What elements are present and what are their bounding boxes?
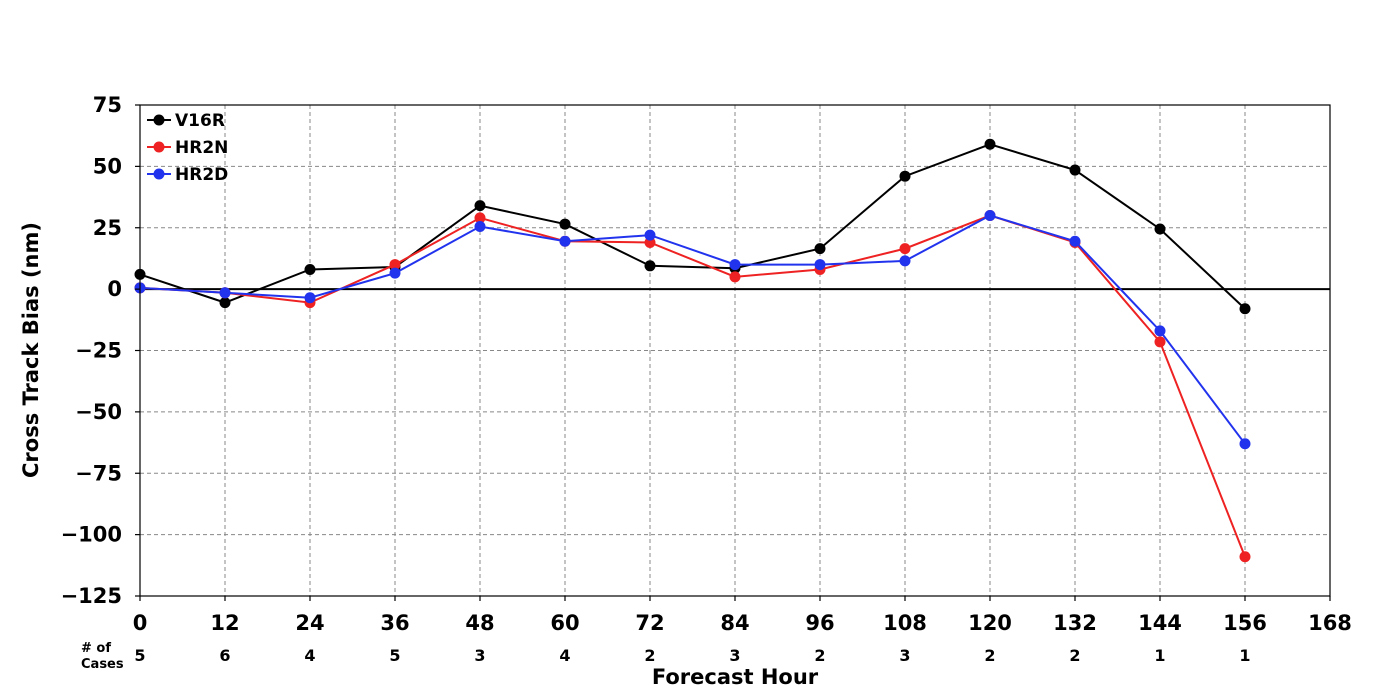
x-tick-label: 144 (1138, 611, 1182, 635)
y-tick-label: −75 (75, 461, 122, 485)
case-count: 4 (559, 646, 570, 665)
x-tick-label: 72 (635, 611, 664, 635)
data-point-hr2d (984, 209, 996, 221)
case-count: 3 (729, 646, 740, 665)
data-point-hr2n (729, 271, 741, 283)
data-point-hr2d (219, 287, 231, 299)
data-point-hr2d (644, 229, 656, 241)
x-tick-label: 36 (380, 611, 409, 635)
x-tick-label: 156 (1223, 611, 1267, 635)
legend-item-hr2n: HR2N (147, 138, 228, 158)
case-count: 2 (644, 646, 655, 665)
data-point-hr2d (814, 259, 826, 271)
x-tick-label: 96 (805, 611, 834, 635)
data-point-hr2d (1239, 438, 1251, 450)
y-tick-label: 0 (107, 277, 122, 301)
case-count: 1 (1239, 646, 1250, 665)
y-tick-label: 25 (93, 216, 122, 240)
data-point-hr2d (899, 255, 911, 267)
data-point-v16r (559, 218, 571, 230)
y-axis-ticks: 75 50 25 0 −25 −50 −75 −100 −125 (61, 93, 140, 608)
data-point-v16r (304, 263, 316, 275)
case-count: 5 (389, 646, 400, 665)
data-point-hr2d (1154, 325, 1166, 337)
data-point-v16r (219, 297, 231, 309)
legend-marker (153, 168, 165, 180)
legend: V16R HR2N HR2D (147, 111, 228, 185)
data-point-v16r (1154, 223, 1166, 235)
y-axis-label: Cross Track Bias (nm) (19, 222, 43, 478)
legend-item-v16r: V16R (147, 111, 225, 131)
data-point-hr2n (1239, 551, 1251, 563)
data-point-v16r (644, 260, 656, 272)
case-count: 5 (134, 646, 145, 665)
case-count: 4 (304, 646, 315, 665)
x-tick-label: 108 (883, 611, 927, 635)
cases-row: # of Cases 5 6 4 5 3 4 2 3 2 3 2 2 1 1 (81, 641, 1251, 672)
data-point-hr2n (389, 259, 401, 271)
data-point-v16r (899, 170, 911, 182)
cases-title: # of Cases (81, 641, 124, 672)
case-count: 2 (1069, 646, 1080, 665)
y-tick-label: 75 (93, 93, 122, 117)
x-axis-label: Forecast Hour (652, 665, 819, 689)
data-point-v16r (1239, 303, 1251, 315)
data-point-hr2d (1069, 235, 1081, 247)
data-point-hr2n (899, 243, 911, 255)
series-line-hr2d (139, 214, 1246, 445)
x-tick-label: 60 (550, 611, 579, 635)
y-tick-label: −100 (61, 523, 122, 547)
legend-item-hr2d: HR2D (147, 165, 228, 185)
x-tick-label: 12 (210, 611, 239, 635)
data-point-hr2d (389, 267, 401, 279)
x-tick-label: 168 (1308, 611, 1352, 635)
y-tick-label: −125 (61, 584, 122, 608)
series-hr2d (134, 209, 1251, 450)
case-count: 6 (219, 646, 230, 665)
case-count: 3 (474, 646, 485, 665)
data-point-v16r (474, 200, 486, 212)
data-point-hr2d (304, 292, 316, 304)
data-point-v16r (1069, 164, 1081, 176)
series-group (134, 138, 1251, 563)
case-count: 2 (984, 646, 995, 665)
data-point-v16r (814, 243, 826, 255)
legend-label: HR2D (175, 165, 228, 185)
data-point-hr2d (474, 221, 486, 233)
case-count: 3 (899, 646, 910, 665)
x-tick-label: 132 (1053, 611, 1097, 635)
x-tick-label: 84 (720, 611, 749, 635)
data-point-hr2d (729, 259, 741, 271)
data-point-hr2d (559, 235, 571, 247)
legend-marker (153, 114, 165, 126)
case-count: 2 (814, 646, 825, 665)
x-axis-ticks: 0 12 24 36 48 60 72 84 96 108 120 132 144 156 168 (133, 596, 1352, 635)
x-tick-label: 120 (968, 611, 1012, 635)
data-point-hr2n (474, 212, 486, 224)
data-point-v16r (984, 138, 996, 150)
legend-label: V16R (175, 111, 225, 131)
case-count: 1 (1154, 646, 1165, 665)
legend-marker (153, 141, 165, 153)
y-tick-label: −50 (75, 400, 122, 424)
data-point-hr2n (1154, 336, 1166, 348)
x-tick-label: 24 (295, 611, 324, 635)
series-line-v16r (139, 143, 1246, 310)
legend-label: HR2N (175, 138, 228, 158)
x-tick-label: 48 (465, 611, 494, 635)
x-tick-label: 0 (133, 611, 148, 635)
y-tick-label: 50 (93, 154, 122, 178)
y-tick-label: −25 (75, 339, 122, 363)
